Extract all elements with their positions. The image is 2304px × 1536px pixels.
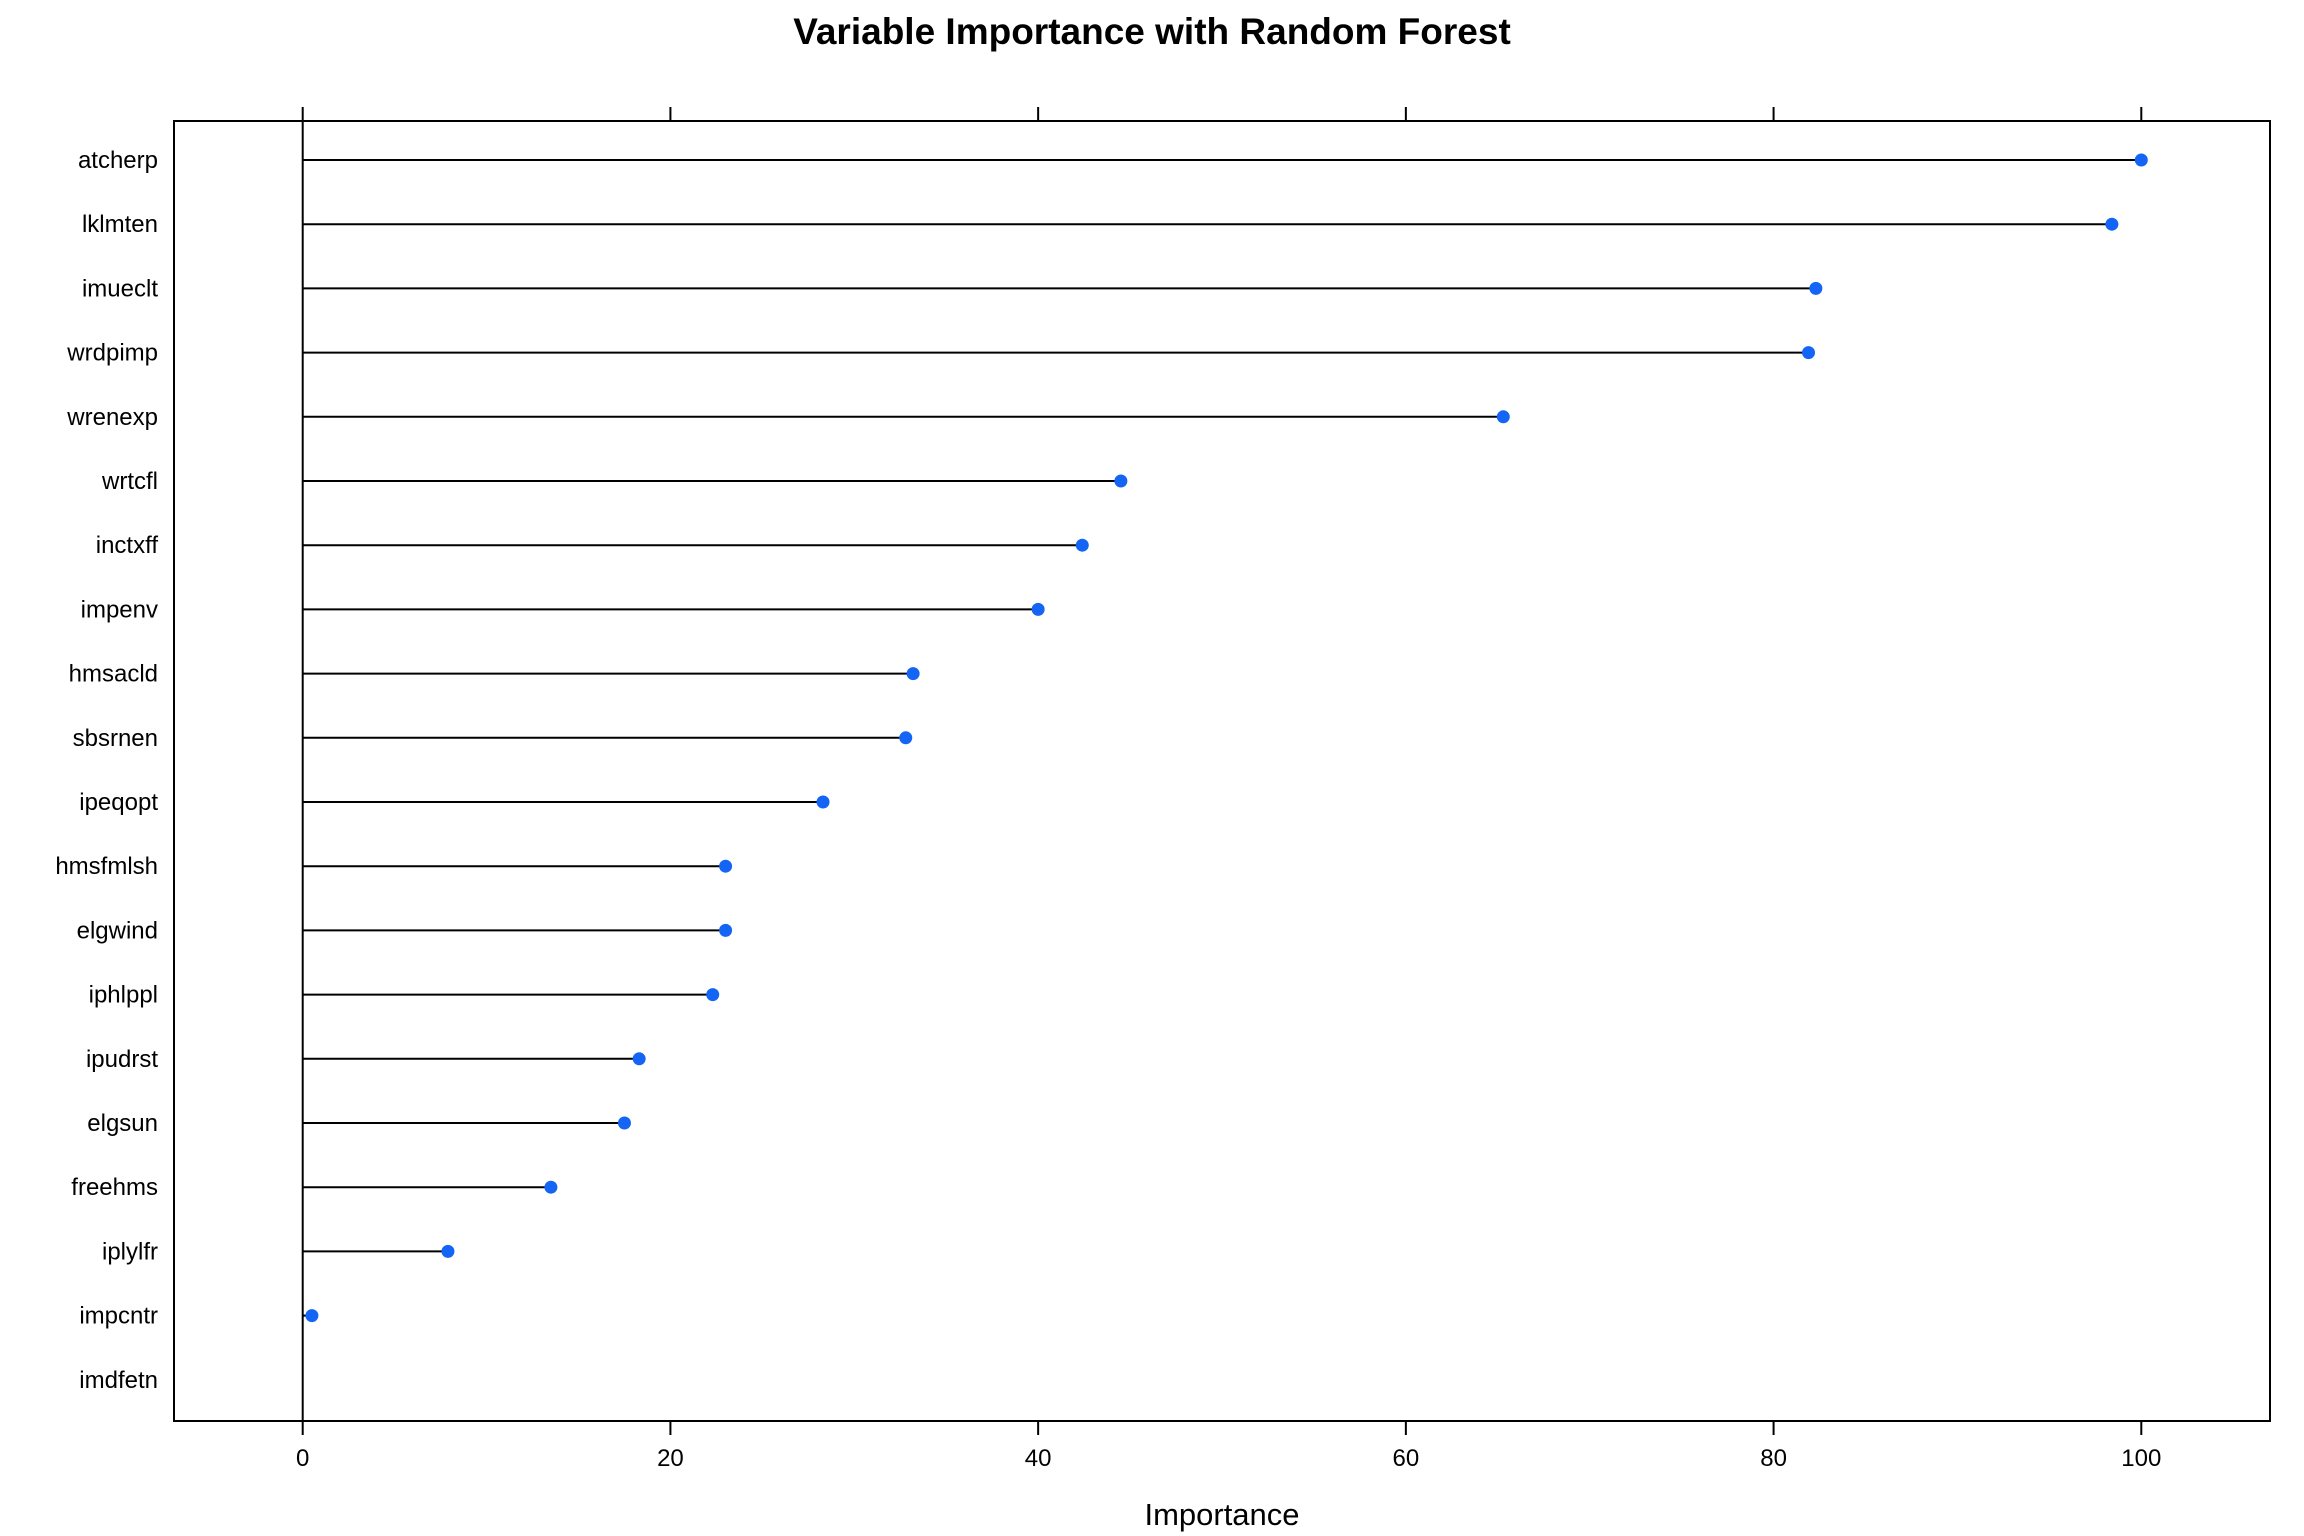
importance-point <box>719 859 733 873</box>
category-label: ipudrst <box>86 1046 158 1073</box>
y-axis-category-labels: atcherp lklmten imueclt wrdpimp wrenexp wrtcf… <box>55 147 158 1394</box>
category-label: inctxff <box>96 532 159 559</box>
category-label: imueclt <box>82 275 158 302</box>
chart-title: Variable Importance with Random Forest <box>793 11 1511 52</box>
x-axis-label: Importance <box>1144 1497 1299 1532</box>
importance-point <box>1114 474 1128 488</box>
importance-point <box>1802 346 1816 360</box>
category-label: wrtcfl <box>101 468 158 495</box>
x-tick-label: 40 <box>1025 1445 1052 1472</box>
importance-point <box>906 667 920 681</box>
importance-point <box>544 1180 558 1194</box>
importance-point <box>617 1116 631 1130</box>
importance-point <box>899 731 913 745</box>
category-label: lklmten <box>82 211 158 238</box>
stems-layer <box>301 121 2142 1421</box>
x-axis-ticks: 0 20 40 60 80 100 <box>296 107 2161 1472</box>
category-label: iplylfr <box>102 1238 158 1265</box>
x-tick-label: 20 <box>657 1445 684 1472</box>
importance-point <box>305 1309 319 1323</box>
category-label: freehms <box>71 1174 158 1201</box>
importance-point <box>2105 217 2119 231</box>
importance-point <box>719 923 733 937</box>
importance-point <box>1809 281 1823 295</box>
category-label: wrenexp <box>66 404 158 431</box>
importance-point <box>1075 538 1089 552</box>
x-tick-label: 100 <box>2121 1445 2161 1472</box>
category-label: iphlppl <box>89 982 158 1009</box>
points-layer <box>305 153 2148 1323</box>
category-label: ipeqopt <box>79 789 158 816</box>
importance-point <box>1496 410 1510 424</box>
importance-point <box>632 1052 646 1066</box>
x-tick-label: 80 <box>1760 1445 1787 1472</box>
importance-point <box>816 795 830 809</box>
category-label: impenv <box>81 596 158 623</box>
category-label: elgwind <box>77 917 158 944</box>
importance-point <box>441 1244 455 1258</box>
category-label: wrdpimp <box>66 340 158 367</box>
category-label: hmsfmlsh <box>55 853 158 880</box>
category-label: elgsun <box>87 1110 158 1137</box>
category-label: impcntr <box>79 1303 158 1330</box>
importance-point <box>2134 153 2148 167</box>
plot-frame <box>173 120 2271 1422</box>
x-tick-label: 0 <box>296 1445 309 1472</box>
category-label: hmsacld <box>69 661 158 688</box>
x-tick-label: 60 <box>1393 1445 1420 1472</box>
category-label: imdfetn <box>79 1367 158 1394</box>
importance-point <box>706 988 720 1002</box>
category-label: atcherp <box>78 147 158 174</box>
category-label: sbsrnen <box>73 725 158 752</box>
importance-point <box>1031 602 1045 616</box>
